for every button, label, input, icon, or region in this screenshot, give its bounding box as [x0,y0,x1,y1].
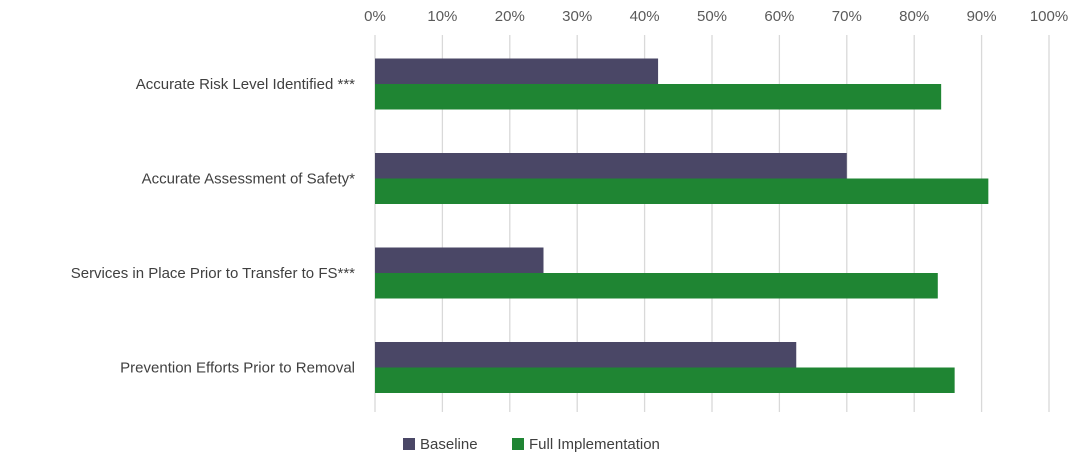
bar-baseline [375,342,797,368]
bar-full-implementation [375,178,989,204]
category-label: Accurate Risk Level Identified *** [136,76,355,93]
x-tick-label: 70% [832,8,862,25]
bar-full-implementation [375,367,955,393]
category-label: Services in Place Prior to Transfer to F… [71,265,355,282]
x-tick-label: 10% [427,8,457,25]
category-label: Accurate Assessment of Safety* [142,171,356,188]
legend-label: Full Implementation [529,436,660,453]
legend-label: Baseline [420,436,478,453]
x-tick-label: 0% [364,8,386,25]
x-tick-label: 100% [1030,8,1068,25]
bar-baseline [375,247,544,273]
bar-full-implementation [375,273,938,299]
category-labels: Accurate Risk Level Identified *** Accura… [71,76,355,377]
x-axis-ticks: 0% 10% 20% 30% 40% 50% 60% 70% 80% 90% 100% [364,8,1068,25]
x-tick-label: 30% [562,8,592,25]
bar-baseline [375,58,659,84]
x-tick-label: 60% [764,8,794,25]
x-tick-label: 20% [495,8,525,25]
x-tick-label: 50% [697,8,727,25]
bar-baseline [375,153,847,179]
category-label: Prevention Efforts Prior to Removal [120,360,355,377]
legend-swatch [512,438,524,450]
bar-full-implementation [375,84,942,110]
x-tick-label: 90% [967,8,997,25]
x-tick-label: 40% [630,8,660,25]
x-tick-label: 80% [899,8,929,25]
bars [375,58,989,393]
legend-swatch [403,438,415,450]
legend: Baseline Full Implementation [403,436,660,453]
